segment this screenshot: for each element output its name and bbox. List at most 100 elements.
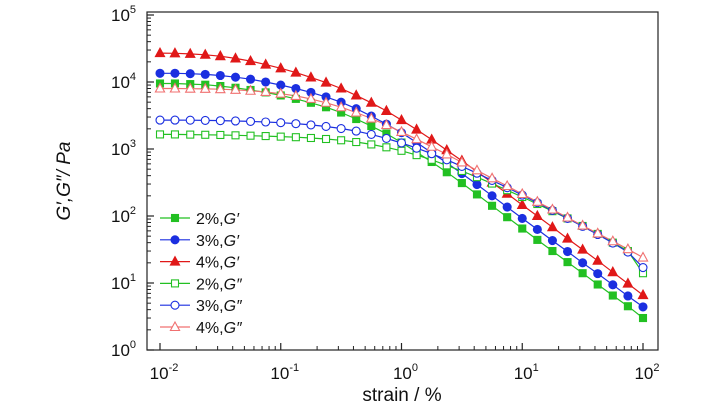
- legend-label: 4%,G′: [196, 255, 240, 272]
- x-tick-label: 10-2: [150, 362, 179, 383]
- data-point: [395, 113, 408, 125]
- data-point: [412, 143, 422, 153]
- data-point: [216, 130, 225, 140]
- data-point: [381, 133, 391, 143]
- data-point: [337, 136, 346, 145]
- plot-frame: [146, 11, 659, 351]
- data-point: [261, 132, 270, 141]
- data-point: [350, 89, 362, 100]
- data-point: [245, 74, 256, 84]
- data-point: [578, 269, 587, 278]
- data-point: [276, 132, 285, 141]
- data-point: [593, 280, 602, 289]
- data-point: [290, 66, 302, 77]
- data-point: [230, 116, 241, 126]
- data-point: [335, 101, 347, 112]
- data-point: [623, 302, 632, 311]
- data-point: [306, 120, 316, 130]
- x-axis-ticks: 10-2 10-1 100 101 102: [150, 343, 660, 383]
- y-axis-ticks: 100 101 102 103 104 105: [111, 4, 154, 360]
- data-point: [245, 54, 257, 66]
- data-point: [200, 115, 210, 125]
- data-point: [578, 258, 588, 268]
- data-point: [229, 83, 242, 94]
- y-tick-label: 101: [111, 272, 136, 293]
- data-point: [261, 77, 271, 87]
- data-point: [335, 82, 347, 93]
- y-tick-label: 102: [111, 205, 136, 226]
- data-point: [185, 69, 195, 79]
- legend-marker: [170, 235, 180, 245]
- data-point: [397, 146, 406, 155]
- data-point: [607, 266, 619, 277]
- data-point: [577, 219, 589, 230]
- data-point: [336, 123, 346, 134]
- data-point: [154, 46, 166, 58]
- data-point: [321, 121, 331, 132]
- data-point: [396, 138, 407, 148]
- data-point: [260, 58, 272, 69]
- data-point: [546, 221, 558, 232]
- data-point: [215, 70, 225, 81]
- data-point: [231, 131, 240, 140]
- data-point: [608, 280, 618, 290]
- data-point: [230, 72, 241, 82]
- data-point: [351, 126, 361, 136]
- data-point: [291, 119, 301, 129]
- data-point: [562, 246, 573, 257]
- data-point: [291, 133, 300, 142]
- legend-label: 3%,G′: [196, 233, 240, 250]
- data-point: [350, 106, 362, 117]
- data-point: [532, 224, 542, 234]
- data-point: [367, 122, 376, 131]
- data-point: [548, 246, 557, 256]
- data-point: [199, 82, 211, 93]
- x-tick-label: 10-1: [270, 362, 299, 383]
- data-point: [472, 190, 482, 199]
- legend: 2%,G′ 3%,G′ 4%,G′ 2%,G″ 3%,G″ 4%,G″: [160, 211, 243, 337]
- data-point: [229, 52, 242, 63]
- data-point: [170, 68, 180, 78]
- legend-label: 4%,G″: [196, 320, 243, 337]
- data-point: [245, 116, 256, 126]
- data-point: [275, 62, 287, 73]
- data-point: [533, 235, 542, 244]
- legend-marker: [170, 300, 180, 310]
- legend-label: 3%,G″: [196, 298, 243, 315]
- data-point: [155, 130, 165, 139]
- data-point: [169, 82, 181, 93]
- data-point: [214, 50, 226, 61]
- data-point: [426, 140, 438, 151]
- data-point: [637, 251, 649, 262]
- data-point: [547, 236, 557, 246]
- data-point: [486, 172, 498, 183]
- data-point: [155, 115, 165, 125]
- y-tick-label: 104: [111, 71, 136, 92]
- data-point: [517, 213, 527, 223]
- data-point: [170, 130, 180, 139]
- data-point: [593, 269, 603, 279]
- data-point: [503, 213, 512, 222]
- y-tick-label: 103: [111, 138, 136, 159]
- data-point: [502, 202, 512, 212]
- data-point: [260, 85, 272, 97]
- data-point: [442, 168, 451, 177]
- data-point: [290, 89, 302, 100]
- data-point: [456, 156, 468, 167]
- data-point: [608, 291, 617, 300]
- data-point: [382, 143, 391, 152]
- data-point: [622, 242, 634, 254]
- data-point: [169, 47, 181, 58]
- data-point: [305, 71, 317, 82]
- data-point: [365, 112, 377, 123]
- data-point: [367, 140, 376, 149]
- data-point: [214, 83, 226, 94]
- data-point: [352, 137, 361, 147]
- data-point: [185, 115, 195, 125]
- data-point: [186, 130, 195, 139]
- data-point: [366, 129, 376, 139]
- data-point: [170, 115, 180, 125]
- legend-label: 2%,G″: [196, 276, 243, 293]
- data-point: [607, 235, 619, 246]
